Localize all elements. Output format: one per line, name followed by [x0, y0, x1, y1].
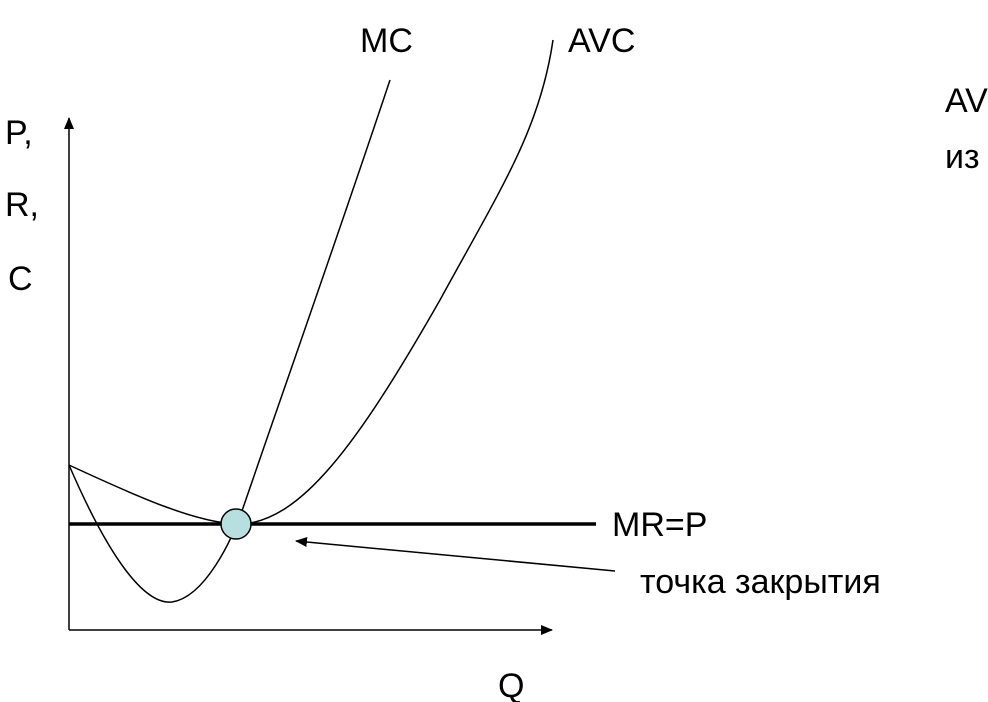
shutdown-point-marker	[220, 508, 252, 540]
y-axis-label-line3: C	[8, 260, 33, 298]
y-axis-label-line2: R,	[5, 186, 39, 224]
mr-p-label: MR=P	[612, 506, 707, 544]
mc-label: MC	[360, 22, 413, 60]
avc-label: AVC	[568, 22, 635, 60]
side-text-line1: AV	[945, 82, 988, 120]
side-text-line2: из	[945, 138, 980, 176]
shutdown-point-annotation: точка закрытия	[640, 563, 881, 601]
x-axis-label: Q	[498, 667, 524, 702]
avc-curve	[68, 39, 554, 525]
annotation-arrow	[295, 537, 616, 572]
y-axis-label-line1: P,	[5, 114, 33, 152]
